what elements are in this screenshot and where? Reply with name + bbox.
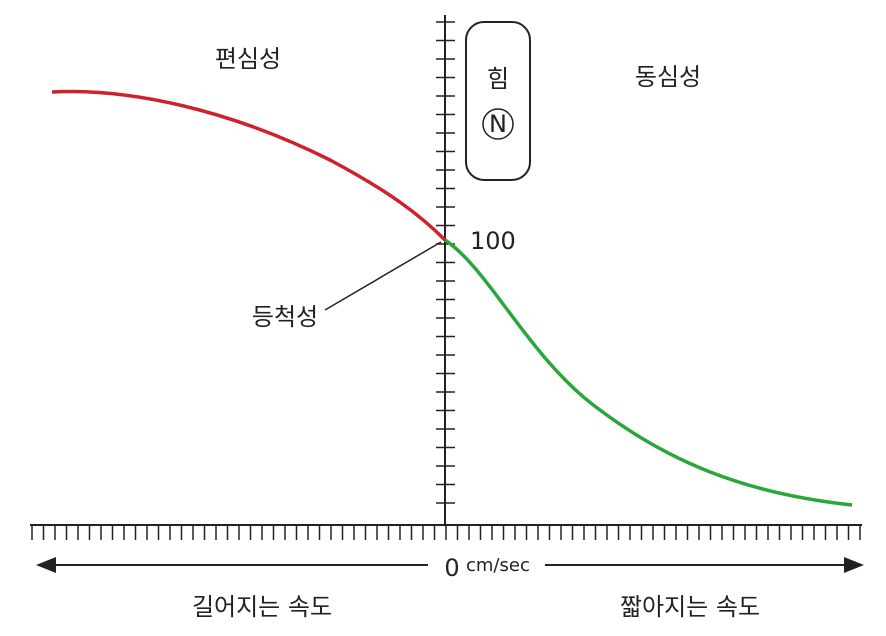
origin-label: 0: [444, 554, 459, 582]
arrow-head: [844, 557, 864, 573]
unit-circle: [482, 108, 514, 140]
force-unit: N: [489, 110, 507, 138]
concentric-label: 동심성: [635, 63, 701, 91]
concentric-curve: [444, 238, 853, 507]
lengthening-label: 길어지는 속도: [192, 593, 332, 621]
force-label: 힘: [487, 65, 509, 93]
arrow-head: [36, 557, 56, 573]
force-unit-box: [465, 21, 531, 181]
shortening-label: 짧아지는 속도: [620, 593, 760, 621]
tick-label: 100: [470, 227, 516, 255]
velocity-unit: cm/sec: [466, 555, 530, 576]
callout-line: [324, 241, 442, 311]
isometric-label: 등척성: [252, 303, 318, 331]
eccentric-curve: [51, 89, 447, 242]
eccentric-label: 편심성: [215, 45, 281, 73]
